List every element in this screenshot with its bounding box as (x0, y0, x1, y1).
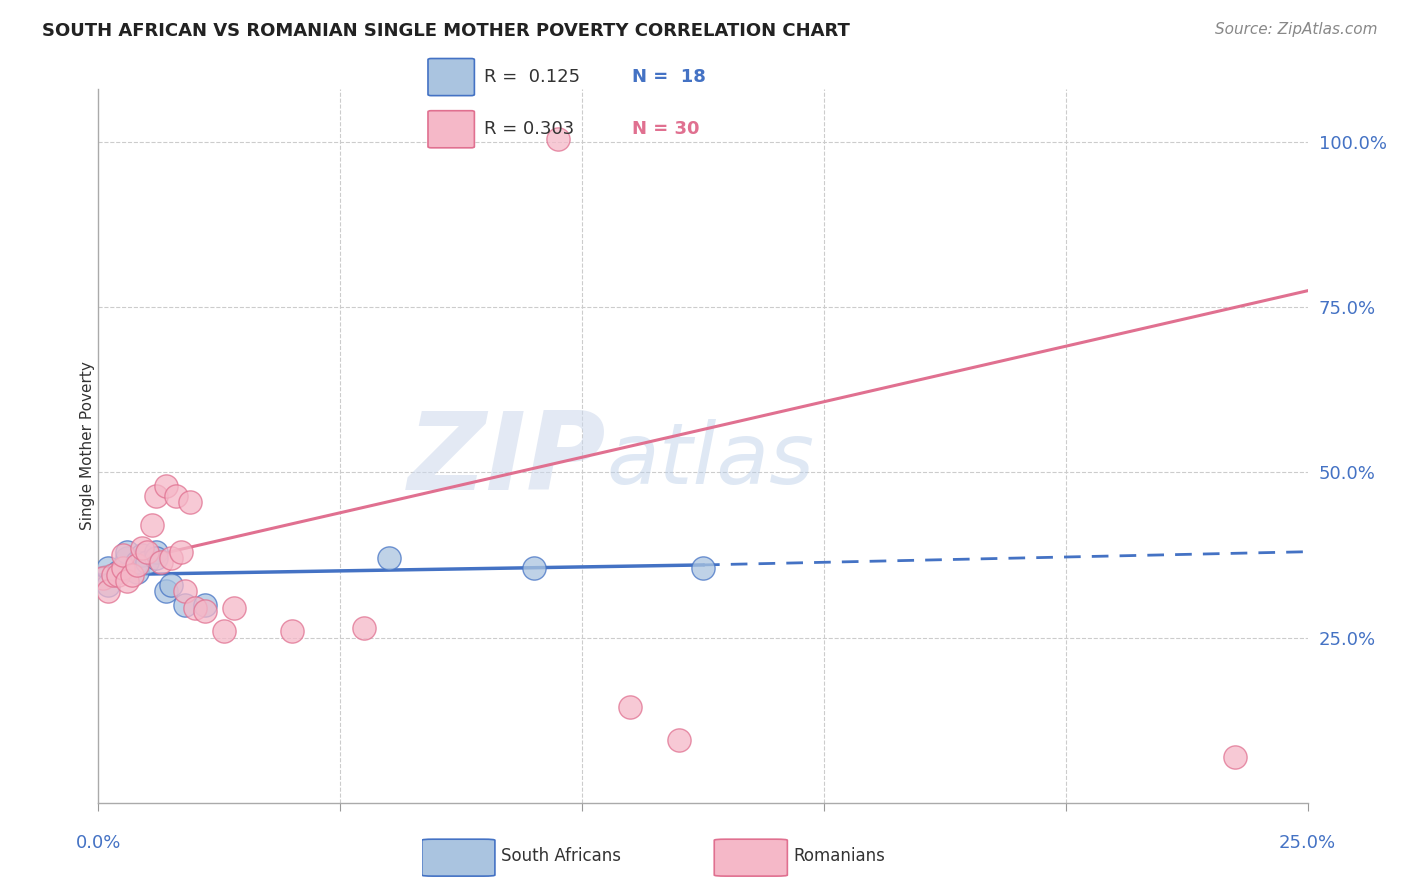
Point (155, 584, 177, 599)
Text: ZIP: ZIP (408, 408, 606, 513)
Point (619, 700, 641, 714)
Point (107, 565, 129, 579)
Point (377, 551, 399, 566)
Point (135, 545, 157, 559)
Point (97, 584, 120, 599)
Point (1223, 749, 1246, 764)
Point (692, 561, 714, 575)
Point (131, 541, 153, 556)
Point (523, 561, 546, 575)
FancyBboxPatch shape (427, 59, 474, 95)
Text: Source: ZipAtlas.com: Source: ZipAtlas.com (1215, 22, 1378, 37)
Text: atlas: atlas (606, 418, 814, 502)
Point (97, 561, 120, 575)
Point (165, 489, 187, 503)
Text: N = 30: N = 30 (633, 120, 700, 138)
Point (97, 578, 120, 592)
Point (353, 621, 375, 635)
Point (117, 574, 139, 589)
Point (281, 624, 304, 638)
Point (174, 584, 197, 599)
Text: 0.0%: 0.0% (76, 834, 121, 852)
FancyBboxPatch shape (714, 839, 787, 876)
Point (169, 545, 191, 559)
Point (222, 600, 245, 615)
Point (135, 555, 157, 569)
Point (160, 551, 183, 566)
Point (194, 604, 217, 618)
Point (150, 555, 173, 569)
Y-axis label: Single Mother Poverty: Single Mother Poverty (80, 361, 94, 531)
Point (111, 561, 134, 575)
Point (131, 548, 153, 562)
Text: R = 0.303: R = 0.303 (484, 120, 574, 138)
Point (117, 545, 139, 559)
Point (668, 733, 690, 747)
Point (160, 578, 183, 592)
Text: SOUTH AFRICAN VS ROMANIAN SINGLE MOTHER POVERTY CORRELATION CHART: SOUTH AFRICAN VS ROMANIAN SINGLE MOTHER … (42, 22, 851, 40)
Point (121, 567, 143, 582)
Point (91, 571, 114, 585)
Point (101, 567, 124, 582)
FancyBboxPatch shape (427, 111, 474, 148)
Point (179, 495, 201, 509)
Point (117, 551, 139, 566)
Point (107, 567, 129, 582)
Text: Romanians: Romanians (793, 847, 884, 865)
Point (145, 489, 167, 503)
Point (127, 555, 149, 569)
Point (145, 545, 167, 559)
Point (141, 518, 163, 533)
Text: R =  0.125: R = 0.125 (484, 68, 579, 86)
Text: 25.0%: 25.0% (1279, 834, 1336, 852)
Point (212, 624, 235, 638)
FancyBboxPatch shape (422, 839, 495, 876)
Point (155, 478, 177, 492)
Point (127, 558, 149, 572)
Point (145, 551, 167, 566)
Point (184, 600, 207, 615)
Text: N =  18: N = 18 (633, 68, 706, 86)
Point (111, 548, 134, 562)
Point (174, 598, 197, 612)
Point (194, 598, 217, 612)
Text: South Africans: South Africans (501, 847, 620, 865)
Point (127, 565, 149, 579)
Point (547, 132, 569, 146)
